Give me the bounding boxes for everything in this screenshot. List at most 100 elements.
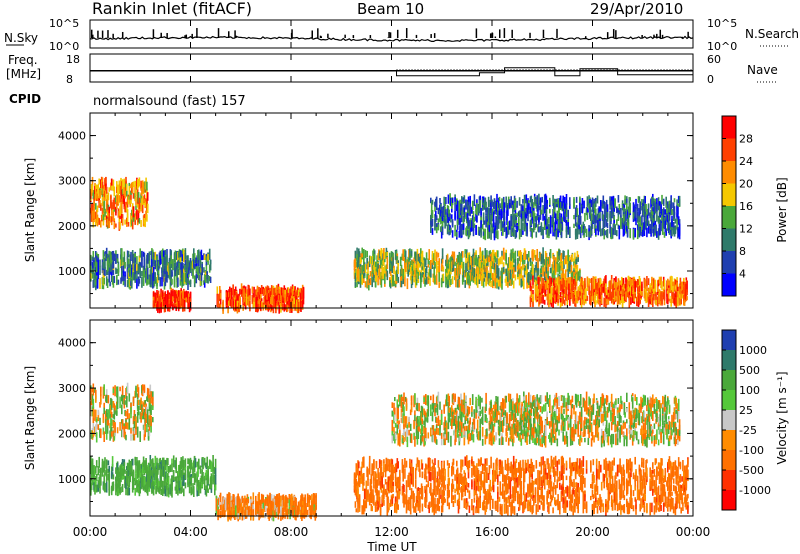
echo-cell (535, 286, 538, 295)
echo-cell (626, 286, 629, 293)
echo-cell (519, 269, 522, 274)
echo-cell (284, 289, 286, 298)
echo-cell (549, 226, 552, 234)
echo-cell (106, 425, 109, 434)
echo-cell (200, 272, 203, 283)
echo-cell (623, 224, 626, 236)
echo-cell (114, 405, 116, 413)
echo-cell (152, 266, 155, 279)
echo-cell (159, 250, 162, 256)
echo-cell (541, 283, 543, 291)
echo-cell (378, 268, 381, 279)
echo-cell (425, 258, 427, 266)
echo-cell (143, 269, 146, 278)
echo-cell (600, 294, 603, 304)
echo-cell (643, 199, 646, 210)
echo-cell (553, 255, 555, 263)
echo-cell (627, 215, 630, 225)
echo-cell (628, 197, 631, 206)
echo-cell (559, 195, 562, 208)
echo-cell (515, 214, 518, 223)
echo-cell (651, 276, 653, 286)
echo-cell (613, 281, 615, 289)
echo-cell (292, 286, 295, 295)
echo-cell (566, 295, 569, 302)
echo-cell (580, 224, 583, 233)
echo-cell (392, 252, 394, 258)
echo-cell (364, 281, 367, 288)
echo-cell (535, 215, 538, 228)
echo-cell (282, 287, 285, 297)
echo-cell (172, 296, 174, 302)
echo-cell (137, 387, 140, 398)
echo-cell (482, 275, 485, 282)
echo-cell (549, 291, 551, 298)
echo-cell (240, 289, 243, 295)
echo-cell (625, 277, 627, 289)
echo-cell (121, 426, 124, 437)
echo-cell (633, 206, 636, 212)
echo-cell (146, 261, 148, 269)
echo-cell (641, 232, 643, 237)
echo-cell (571, 290, 574, 302)
echo-cell (482, 212, 485, 222)
echo-cell (260, 287, 262, 295)
echo-cell (674, 293, 677, 305)
echo-cell (157, 268, 160, 275)
echo-cell (187, 275, 189, 283)
echo-cell (294, 292, 296, 299)
echo-cell (435, 202, 438, 211)
echo-cell (95, 394, 97, 403)
echo-cell (110, 431, 113, 437)
freq-label-line2: [MHz] (6, 67, 41, 81)
echo-cell (547, 269, 549, 282)
nave-tick-low: 0 (707, 73, 714, 86)
echo-cell (417, 261, 420, 272)
echo-cell (127, 196, 130, 205)
echo-cell (557, 230, 559, 238)
echo-cell (677, 227, 679, 239)
echo-cell (121, 419, 124, 430)
echo-cell (207, 259, 209, 265)
echo-cell (497, 250, 499, 258)
echo-cell (404, 275, 406, 287)
echo-cell (590, 199, 593, 208)
echo-cell (628, 287, 631, 296)
echo-cell (644, 290, 646, 299)
echo-cell (90, 203, 93, 215)
echo-cell (507, 268, 510, 279)
echo-cell (590, 230, 593, 235)
echo-cell (104, 211, 106, 217)
echo-cell (209, 276, 212, 283)
echo-cell (667, 215, 669, 223)
echo-cell (414, 274, 417, 279)
echo-cell (262, 287, 265, 296)
echo-cell (560, 252, 563, 259)
echo-cell (492, 201, 495, 209)
echo-cell (477, 226, 480, 236)
echo-cell (146, 192, 149, 201)
echo-cell (579, 291, 581, 300)
echo-cell (539, 226, 542, 232)
echo-cell (512, 254, 514, 267)
echo-cell (180, 297, 182, 309)
echo-cell (105, 247, 108, 259)
echo-cell (613, 223, 615, 228)
echo-cell (490, 261, 492, 274)
echo-cell (276, 301, 279, 307)
echo-cell (435, 210, 437, 220)
echo-cell (466, 213, 468, 221)
echo-cell (110, 408, 112, 414)
echo-cell (618, 225, 621, 236)
echo-cell (416, 248, 419, 259)
echo-cell (372, 255, 374, 266)
echo-cell (493, 269, 496, 280)
echo-cell (516, 225, 518, 233)
echo-cell (467, 196, 470, 202)
echo-cell (482, 273, 485, 279)
echo-cell (379, 278, 382, 285)
echo-cell (204, 274, 207, 284)
echo-cell (182, 262, 184, 273)
echo-cell (242, 296, 244, 302)
echo-cell (121, 385, 124, 398)
